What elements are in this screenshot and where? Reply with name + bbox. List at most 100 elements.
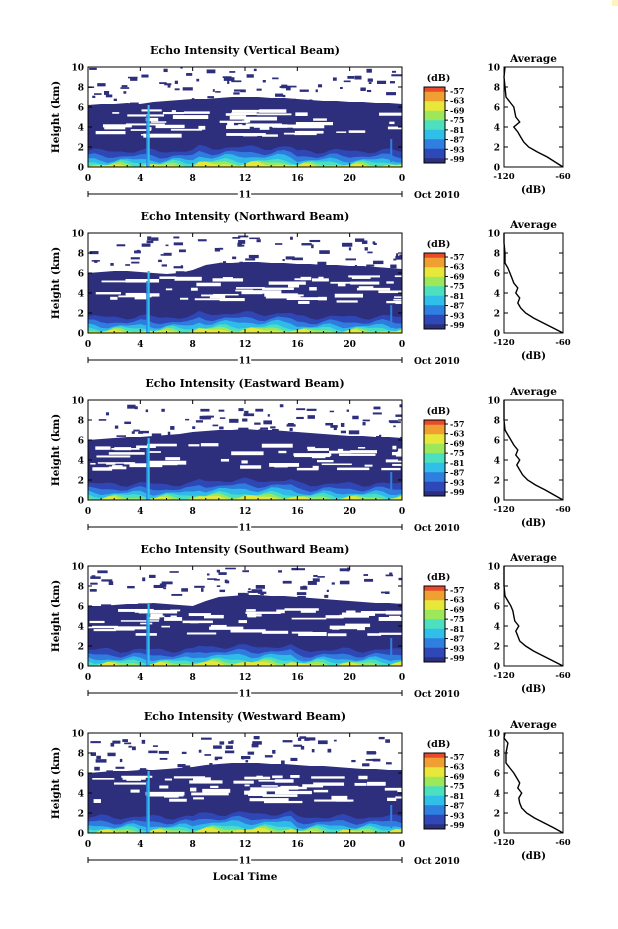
clear-gap (245, 123, 282, 127)
scattered-echo (317, 576, 325, 578)
clear-gap (329, 625, 360, 630)
scattered-echo (373, 260, 384, 265)
scattered-echo (131, 431, 135, 434)
late-streak (390, 638, 393, 661)
scattered-echo (206, 69, 216, 74)
colorbar-segment (424, 144, 445, 150)
colorbar-segment (424, 101, 445, 107)
scattered-echo (113, 98, 117, 102)
x-tick-label: 4 (137, 340, 143, 350)
scattered-echo (313, 574, 318, 577)
clear-gap (395, 454, 402, 457)
scattered-echo (317, 261, 327, 266)
clear-gap (152, 615, 165, 618)
clear-gap (292, 124, 325, 129)
scattered-echo (105, 94, 113, 98)
date-day-label: 11 (239, 357, 252, 367)
clear-gap (183, 111, 210, 114)
scattered-echo (380, 591, 387, 594)
colorbar-segment (424, 481, 445, 487)
scattered-echo (144, 603, 147, 608)
profile-y-tick-label: 2 (494, 310, 500, 320)
clear-gap (159, 785, 169, 789)
scattered-echo (229, 418, 239, 423)
clear-gap (219, 120, 249, 123)
profile-x-tick-label: -120 (493, 338, 514, 348)
colorbar-segment (424, 477, 445, 483)
scattered-echo (362, 763, 370, 767)
x-tick-label: 12 (239, 673, 252, 683)
scattered-echo (92, 95, 96, 98)
x-tick-label: 0 (85, 840, 91, 850)
scattered-echo (367, 78, 373, 82)
scattered-echo (354, 75, 362, 80)
scattered-echo (204, 754, 212, 756)
colorbar-segment (424, 87, 445, 93)
profile-y-tick-label: 6 (494, 603, 500, 613)
profile-frame (503, 232, 564, 334)
scattered-echo (296, 408, 306, 411)
scattered-echo (134, 250, 141, 254)
clear-gap (210, 624, 227, 628)
colorbar-segment (424, 110, 445, 116)
clear-gap (288, 283, 300, 288)
scattered-echo (196, 78, 200, 82)
scattered-echo (373, 406, 381, 410)
scattered-echo (299, 736, 307, 739)
scattered-echo (272, 749, 276, 754)
profile-y-tick-label: 8 (494, 250, 500, 260)
y-tick-label: 6 (78, 104, 84, 114)
y-tick-label: 2 (78, 144, 84, 154)
colorbar-segment (424, 281, 445, 287)
profile-y-tick-label: 6 (494, 770, 500, 780)
scattered-echo (340, 430, 347, 434)
clear-gap (164, 778, 172, 781)
clear-gap (92, 467, 113, 471)
clear-gap (256, 113, 292, 116)
clear-gap (270, 464, 293, 467)
scattered-echo (347, 75, 355, 79)
clear-gap (220, 458, 230, 462)
clear-gap (357, 447, 366, 449)
colorbar-segment (424, 757, 445, 763)
scattered-echo (360, 87, 366, 91)
scattered-echo (248, 254, 259, 259)
scattered-echo (330, 425, 338, 428)
x-axis-label: Local Time (213, 871, 278, 883)
scattered-echo (233, 89, 244, 92)
colorbar-segment (424, 467, 445, 473)
clear-gap (104, 125, 126, 130)
clear-gap (337, 467, 370, 471)
y-tick-label: 8 (78, 250, 84, 260)
x-tick-label: 16 (291, 340, 304, 350)
clear-gap (351, 276, 371, 279)
profile-title: Average (509, 552, 557, 564)
colorbar-label: -99 (450, 320, 465, 330)
clear-gap (182, 620, 213, 624)
clear-gap (241, 460, 248, 464)
profile-y-tick-label: 4 (494, 124, 500, 134)
clear-gap (134, 296, 149, 300)
scattered-echo (272, 77, 279, 80)
x-tick-label: 0 (399, 340, 405, 350)
colorbar-segment (424, 624, 445, 630)
profile-y-tick-label: 4 (494, 290, 500, 300)
clear-gap (337, 448, 344, 452)
rain-streak (147, 771, 150, 833)
date-day-label: 11 (239, 690, 252, 700)
scattered-echo (228, 741, 234, 744)
colorbar-label: -93 (450, 144, 465, 154)
clear-gap (313, 782, 345, 786)
colorbar-segment (424, 429, 445, 435)
y-tick-label: 6 (78, 437, 84, 447)
panel-0: Echo Intensity (Vertical Beam) 0 2 4 6 8 10 Hei… (50, 44, 571, 203)
scattered-echo (368, 758, 378, 761)
clear-gap (162, 112, 185, 115)
clear-gap (262, 287, 294, 290)
scattered-echo (128, 745, 132, 748)
profile-x-tick-label: -60 (555, 505, 570, 515)
clear-gap (108, 466, 127, 470)
scattered-echo (89, 251, 99, 255)
profile-line (503, 400, 564, 501)
scattered-echo (262, 79, 266, 83)
